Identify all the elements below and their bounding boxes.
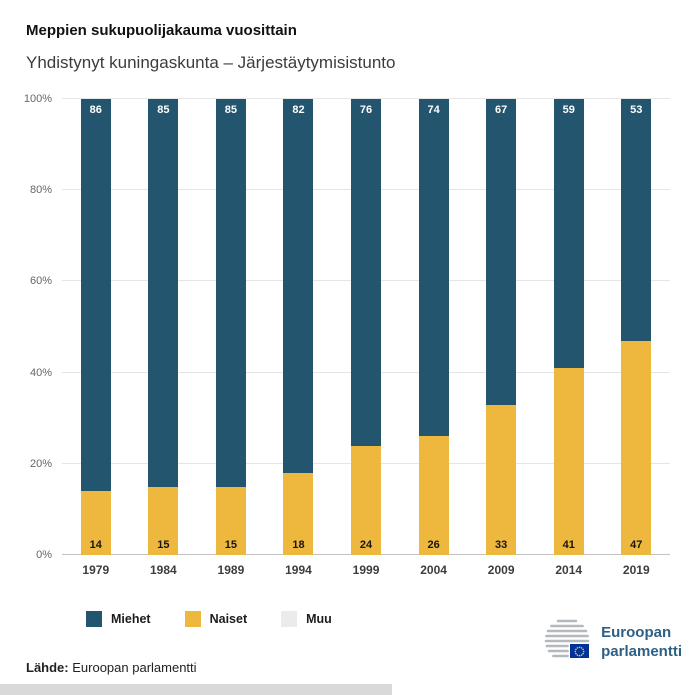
bar-column: 85 15 — [197, 99, 265, 555]
y-tick-label: 80% — [29, 184, 52, 197]
legend-label: Muu — [306, 612, 332, 626]
x-tick-label: 1989 — [217, 563, 245, 577]
page-title: Meppien sukupuolijakauma vuosittain — [26, 22, 297, 39]
european-parliament-logo-icon — [543, 616, 591, 669]
legend-swatch — [86, 611, 102, 627]
bar-segment-naiset[interactable]: 24 — [351, 445, 382, 555]
brand-line-1: Euroopan — [601, 623, 672, 641]
legend: Miehet Naiset Muu — [86, 611, 700, 627]
bar-segment-naiset[interactable]: 26 — [418, 436, 449, 555]
legend-label: Miehet — [111, 612, 151, 626]
x-tick-label: 2004 — [420, 563, 447, 577]
gridline — [62, 98, 670, 99]
ep-branding: Euroopan parlamentti — [543, 616, 682, 669]
bar-segment-naiset[interactable]: 14 — [80, 491, 111, 555]
bar-column: 67 33 — [467, 99, 535, 555]
bar-segment-naiset[interactable]: 18 — [283, 472, 314, 555]
y-tick-label: 20% — [29, 457, 52, 470]
brand-line-2: parlamentti — [601, 642, 682, 660]
x-axis-labels: 1979 1984 1989 1994 1999 2004 2009 2014 2019 — [62, 563, 670, 577]
bar-value-label: 41 — [562, 538, 575, 551]
bar-segment-miehet[interactable]: 67 — [486, 99, 517, 405]
bar-value-label: 47 — [630, 538, 643, 551]
bar-segment-naiset[interactable]: 15 — [215, 486, 246, 555]
bar-column: 53 47 — [603, 99, 671, 555]
bar-value-label: 14 — [89, 538, 102, 551]
bar-value-label: 33 — [495, 538, 508, 551]
bar-segment-miehet[interactable]: 82 — [283, 99, 314, 473]
page-subtitle: Yhdistynyt kuningaskunta – Järjestäytymi… — [26, 53, 396, 72]
bars: 86 14 85 15 85 15 82 18 76 24 74 26 67 33 59 41 53 47 — [62, 99, 670, 555]
y-tick-label: 60% — [29, 275, 52, 288]
bar-segment-naiset[interactable]: 33 — [486, 404, 517, 555]
bar-segment-miehet[interactable]: 86 — [80, 99, 111, 492]
brand-text: Euroopan parlamentti — [601, 624, 682, 662]
bar-segment-miehet[interactable]: 59 — [553, 99, 584, 369]
source-note: Lähde: Euroopan parlamentti — [26, 660, 197, 675]
y-tick-label: 40% — [29, 366, 52, 379]
bar-value-label: 86 — [89, 104, 102, 116]
source-text: Euroopan parlamentti — [68, 660, 197, 675]
legend-swatch — [184, 611, 201, 627]
bar-segment-miehet[interactable]: 76 — [351, 99, 382, 446]
bar-value-label: 85 — [224, 104, 238, 116]
x-tick-label: 2009 — [487, 563, 515, 577]
bar-value-label: 76 — [359, 104, 373, 116]
bar-value-label: 18 — [292, 538, 305, 551]
bar-segment-miehet[interactable]: 53 — [621, 99, 652, 341]
bar-segment-naiset[interactable]: 15 — [148, 486, 179, 555]
bar-value-label: 15 — [157, 538, 170, 551]
legend-item-naiset[interactable]: Naiset — [184, 611, 248, 627]
header: Meppien sukupuolijakauma vuosittain Yhdi… — [0, 0, 700, 73]
legend-item-miehet[interactable]: Miehet — [86, 611, 151, 627]
bar-value-label: 82 — [292, 104, 305, 116]
bar-segment-naiset[interactable]: 47 — [621, 340, 652, 555]
bar-column: 86 14 — [62, 99, 130, 555]
legend-label: Naiset — [209, 612, 248, 626]
y-tick-label: 100% — [23, 93, 52, 105]
legend-item-muu[interactable]: Muu — [281, 611, 332, 627]
bar-segment-miehet[interactable]: 85 — [215, 99, 246, 487]
bar-value-label: 15 — [224, 538, 238, 551]
bar-column: 76 24 — [332, 99, 400, 555]
x-tick-label: 1999 — [352, 563, 380, 577]
plot-area: 0% 20% 40% 60% 80% 100% 86 14 85 15 85 15 82 18 76 24 7… — [24, 93, 670, 561]
x-tick-label: 1984 — [149, 563, 177, 577]
bar-value-label: 53 — [630, 104, 643, 116]
bar-value-label: 85 — [157, 104, 170, 116]
legend-swatch — [281, 611, 298, 627]
bar-value-label: 26 — [427, 538, 440, 551]
bar-segment-miehet[interactable]: 74 — [418, 99, 449, 437]
x-tick-label: 2019 — [622, 563, 650, 577]
bar-value-label: 24 — [359, 538, 373, 551]
source-label: Lähde: — [26, 660, 69, 675]
bar-column: 74 26 — [400, 99, 468, 555]
bottom-gray-strip — [0, 684, 392, 695]
bar-value-label: 59 — [562, 104, 575, 116]
x-tick-label: 2014 — [555, 563, 583, 577]
bar-segment-miehet[interactable]: 85 — [148, 99, 179, 487]
bar-column: 82 18 — [265, 99, 333, 555]
x-tick-label: 1994 — [285, 563, 312, 577]
bar-segment-naiset[interactable]: 41 — [553, 368, 584, 555]
bar-column: 59 41 — [535, 99, 603, 555]
bar-column: 85 15 — [130, 99, 198, 555]
bar-value-label: 74 — [427, 104, 440, 116]
x-tick-label: 1979 — [82, 563, 110, 577]
y-tick-label: 0% — [36, 549, 52, 561]
bar-value-label: 67 — [495, 104, 508, 116]
